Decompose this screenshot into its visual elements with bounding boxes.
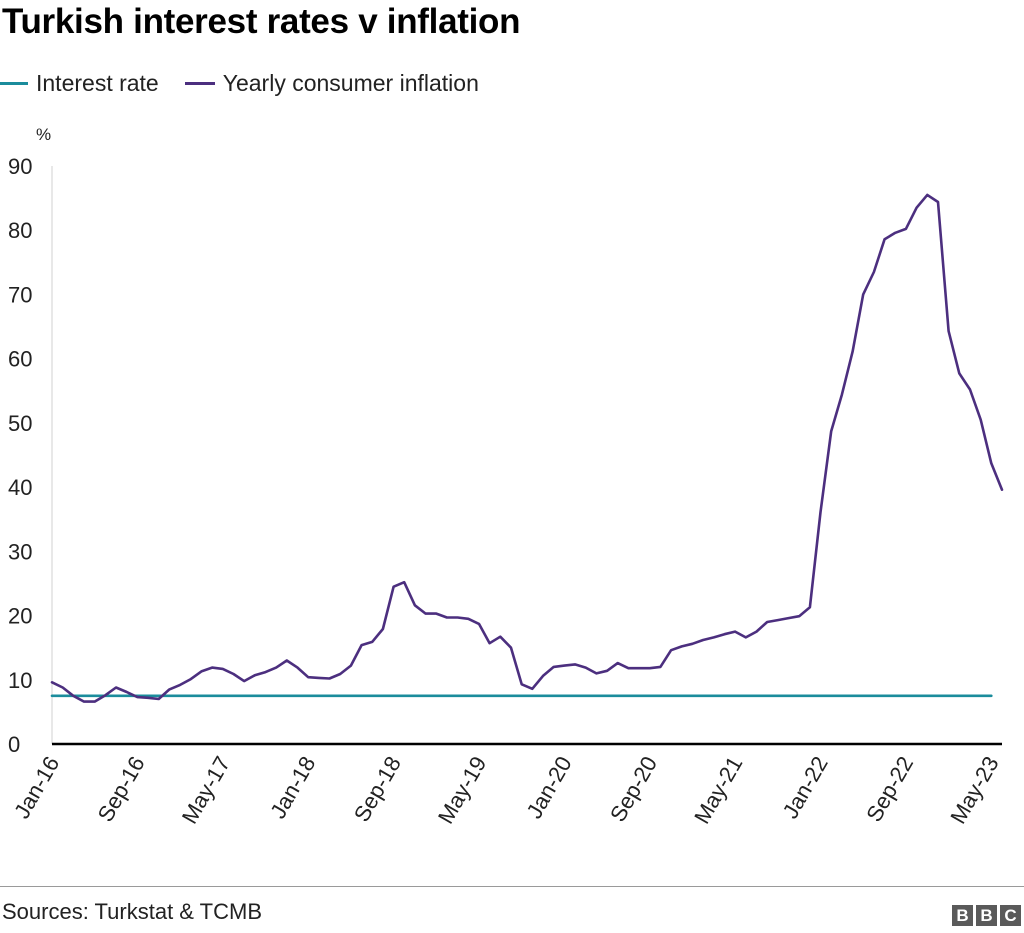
- x-tick-label: Sep-20: [605, 752, 662, 826]
- source-note: Sources: Turkstat & TCMB: [2, 899, 263, 924]
- y-tick-label: 60: [8, 347, 32, 372]
- legend: Interest rate Yearly consumer inflation: [0, 70, 505, 97]
- x-tick-label: May-17: [177, 752, 235, 828]
- x-tick-label: Sep-22: [861, 752, 918, 826]
- y-tick-label: 20: [8, 604, 32, 629]
- x-tick-label: Jan-18: [265, 752, 320, 823]
- x-tick-label: May-23: [945, 752, 1003, 828]
- y-tick-label: 50: [8, 411, 32, 436]
- y-tick-label: 80: [8, 218, 32, 243]
- legend-item-interest-rate: Interest rate: [0, 70, 159, 97]
- x-tick-label: May-19: [433, 752, 491, 828]
- y-tick-label: 30: [8, 539, 32, 564]
- x-axis: Jan-16 Sep-16 May-17 Jan-18 Sep-18 May-19 Jan-…: [9, 742, 1004, 828]
- legend-label-inflation: Yearly consumer inflation: [222, 70, 479, 96]
- y-tick-label: 0: [8, 732, 20, 757]
- legend-swatch-inflation: [184, 82, 215, 85]
- bbc-logo: B B C: [949, 905, 1021, 926]
- x-tick-label: Sep-16: [93, 752, 150, 826]
- footer-divider: [0, 886, 1024, 887]
- legend-item-inflation: Yearly consumer inflation: [184, 70, 479, 97]
- y-axis-unit-label: %: [36, 125, 51, 144]
- x-tick-label: Jan-20: [521, 752, 576, 823]
- y-tick-label: 40: [8, 475, 32, 500]
- y-tick-label: 90: [8, 154, 32, 179]
- y-axis: % 0 10 20 30 40 50 60 70 80 90: [8, 125, 53, 757]
- series-layer: [50, 193, 1004, 703]
- bbc-logo-letter: C: [1000, 905, 1021, 926]
- x-tick-label: Sep-18: [349, 752, 406, 826]
- y-tick-label: 70: [8, 282, 32, 307]
- bbc-logo-letter: B: [952, 905, 973, 926]
- y-tick-label: 10: [8, 668, 32, 693]
- legend-swatch-interest-rate: [0, 82, 28, 85]
- series-line-inflation: [50, 193, 1004, 703]
- x-tick-label: May-21: [689, 752, 747, 828]
- legend-label-interest-rate: Interest rate: [36, 70, 159, 96]
- x-tick-label: Jan-22: [778, 752, 833, 823]
- chart-title: Turkish interest rates v inflation: [2, 2, 521, 41]
- bbc-logo-letter: B: [976, 905, 997, 926]
- x-tick-label: Jan-16: [9, 752, 64, 823]
